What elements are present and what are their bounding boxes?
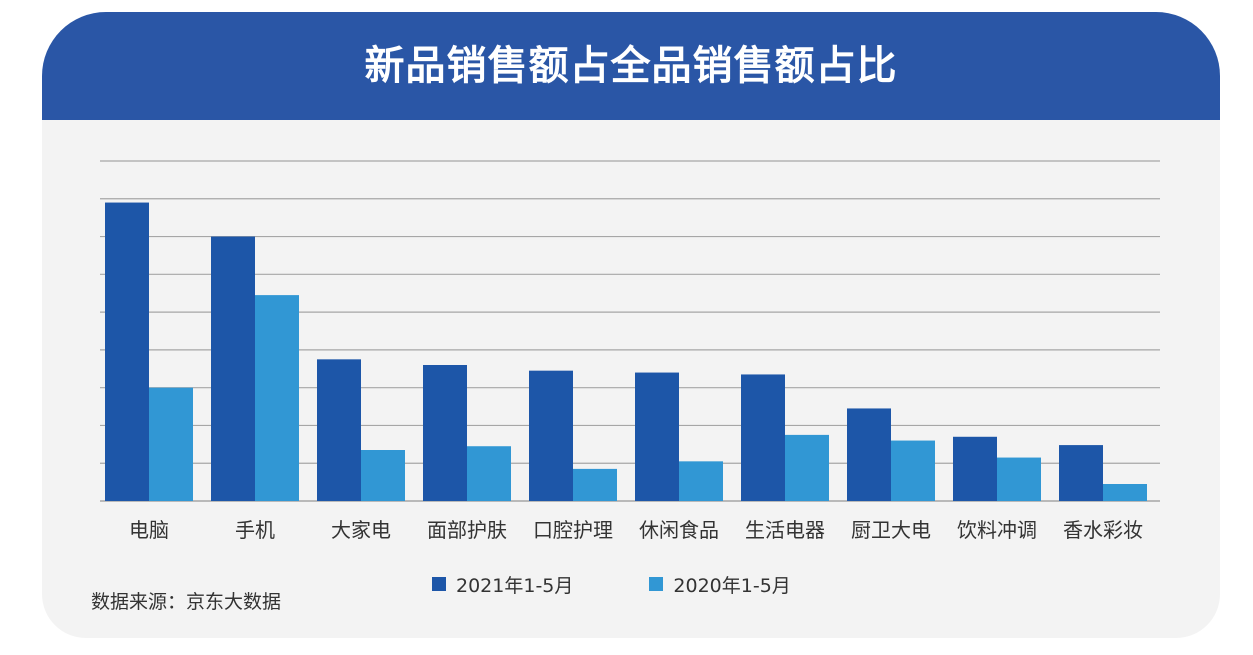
bar-2020-4 [573, 468, 617, 501]
legend-item-2021: 2021年1-5月 [432, 571, 573, 598]
bars [105, 202, 1147, 502]
legend: 2021年1-5月 2020年1-5月 [432, 570, 791, 598]
bar-2021-3 [423, 365, 467, 501]
bar-2021-9 [1059, 445, 1103, 501]
legend-swatch-2020 [649, 577, 664, 591]
category-label: 饮料冲调 [957, 518, 1037, 542]
category-labels: 电脑 手机 大家电 面部护肤 口腔护理 休闲食品 生活电器 厨卫大电 饮料冲调 香水彩妆 [129, 518, 1143, 542]
title-banner [42, 12, 1220, 120]
category-label: 休闲食品 [639, 518, 719, 542]
chart-title: 新品销售额占全品销售额占比 [364, 43, 898, 89]
bar-2020-1 [255, 295, 299, 501]
bar-2020-7 [891, 440, 935, 501]
bar-2021-4 [529, 370, 573, 501]
legend-label-2020: 2020年1-5月 [673, 574, 791, 597]
bar-2020-8 [997, 457, 1041, 501]
bar-2020-2 [361, 450, 405, 501]
category-label: 手机 [235, 518, 275, 542]
legend-item-2020: 2020年1-5月 [649, 571, 791, 598]
bar-2020-9 [1103, 484, 1147, 501]
bar-2021-2 [317, 359, 361, 501]
bar-2021-7 [847, 408, 891, 501]
bar-2020-5 [679, 461, 723, 501]
category-label: 生活电器 [745, 518, 825, 542]
bar-2021-5 [635, 372, 679, 501]
bar-2020-0 [149, 387, 193, 501]
legend-swatch-2021 [432, 577, 446, 591]
category-label: 面部护肤 [427, 518, 507, 542]
bar-2021-8 [953, 436, 997, 501]
bar-2021-6 [741, 374, 785, 501]
legend-label-2021: 2021年1-5月 [456, 574, 574, 597]
category-label: 电脑 [129, 518, 169, 542]
bar-2021-0 [105, 202, 149, 502]
bar-2020-6 [785, 434, 829, 501]
category-label: 口腔护理 [533, 518, 613, 542]
category-label: 厨卫大电 [851, 518, 931, 542]
bar-2020-3 [467, 446, 511, 501]
data-source-note: 数据来源：京东大数据 [91, 591, 282, 613]
bar-2021-1 [211, 236, 255, 502]
category-label: 香水彩妆 [1063, 518, 1143, 542]
category-label: 大家电 [331, 518, 391, 542]
